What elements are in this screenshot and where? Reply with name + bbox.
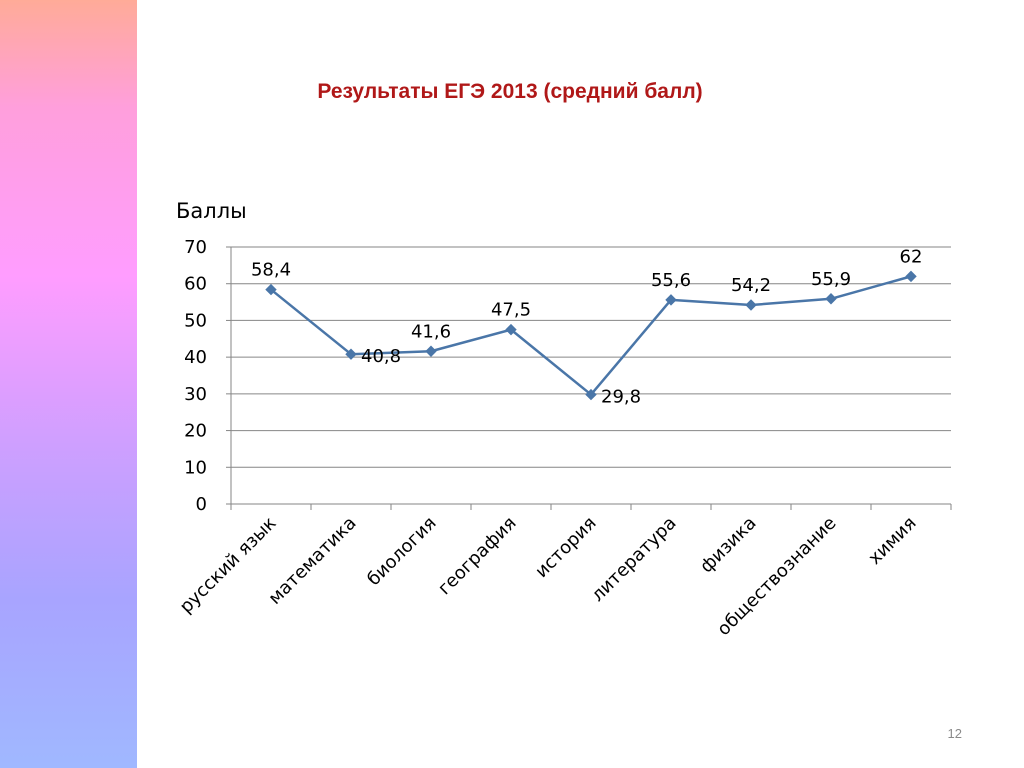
- data-label: 55,6: [651, 270, 691, 291]
- y-tick-label: 60: [184, 274, 207, 295]
- data-label: 54,2: [731, 275, 771, 296]
- y-axis-label: Баллы: [176, 199, 247, 223]
- y-tick-label: 70: [184, 237, 207, 258]
- data-labels: 58,4 40,8 41,6 47,5 29,8 55,6 54,2 55,9 62: [251, 246, 922, 407]
- series-line: [270, 275, 912, 396]
- y-tick-label: 40: [184, 347, 207, 368]
- axes: [226, 246, 952, 510]
- data-point-marker: [345, 348, 357, 360]
- y-tick-label: 0: [196, 494, 207, 515]
- data-point-marker: [665, 294, 677, 306]
- x-tick-label: химия: [864, 513, 920, 569]
- data-point-marker: [745, 299, 757, 311]
- x-tick-label: история: [531, 513, 600, 582]
- x-tick-label: физика: [696, 513, 761, 578]
- decorative-side-strip: [0, 0, 137, 768]
- page-number: 12: [947, 726, 962, 741]
- data-label: 41,6: [411, 321, 451, 342]
- x-tick-label: литература: [587, 513, 680, 606]
- x-tick-label: русский язык: [176, 513, 281, 618]
- y-tick-label: 50: [184, 310, 207, 331]
- data-label: 47,5: [491, 300, 531, 321]
- data-point-marker: [505, 323, 517, 336]
- y-tick-label: 10: [184, 457, 207, 478]
- data-point-marker: [265, 283, 277, 296]
- data-label: 58,4: [251, 260, 291, 281]
- y-tick-labels: 0 10 20 30 40 50 60 70: [184, 237, 207, 515]
- data-point-marker: [905, 270, 917, 283]
- series-layer: [265, 270, 917, 401]
- data-point-marker: [425, 345, 437, 357]
- chart-title: Результаты ЕГЭ 2013 (средний балл): [317, 80, 703, 103]
- data-label: 62: [900, 246, 923, 267]
- data-point-marker: [825, 293, 837, 305]
- data-label: 29,8: [601, 387, 641, 408]
- x-tick-label: биология: [363, 513, 440, 590]
- y-tick-label: 30: [184, 384, 207, 405]
- data-point-marker: [585, 388, 597, 401]
- data-label: 40,8: [361, 346, 401, 367]
- y-tick-label: 20: [184, 421, 207, 442]
- x-tick-label: география: [434, 513, 521, 600]
- data-label: 55,9: [811, 269, 851, 290]
